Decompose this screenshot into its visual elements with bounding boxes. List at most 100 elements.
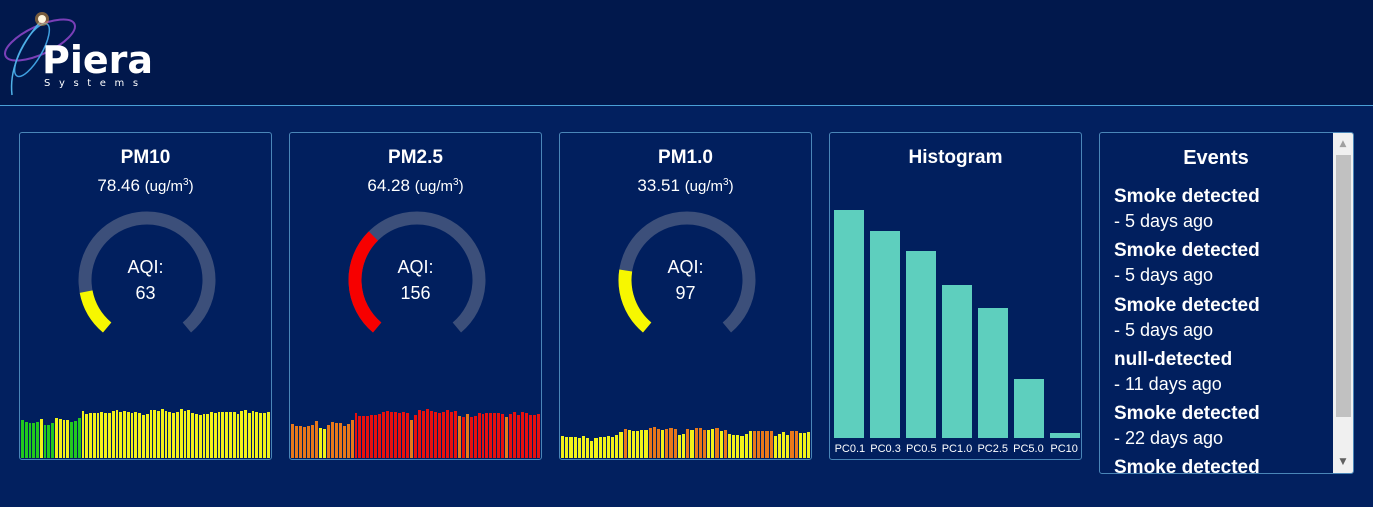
sparkline-bar: [306, 426, 310, 458]
sparkline-bar: [55, 418, 58, 458]
aqi-label: AQI:: [397, 257, 434, 277]
sparkline-bar: [445, 410, 449, 458]
sparkline-bar: [497, 413, 501, 458]
sparkline-bar: [594, 438, 598, 458]
sparkline-bar: [786, 435, 790, 458]
sparkline-bar: [228, 412, 232, 458]
sparkline-bar: [354, 413, 358, 458]
sparkline-bar: [172, 413, 176, 458]
sparkline-bar: [673, 429, 677, 458]
histogram-label: PC1.0: [941, 443, 973, 455]
sparkline-bar: [732, 435, 736, 458]
event-name: Smoke detected: [1114, 186, 1260, 207]
sparkline-bar: [437, 413, 441, 458]
aqi-gauge: [618, 211, 756, 333]
sparkline-bar: [473, 416, 477, 458]
sparkline-bar: [77, 418, 81, 458]
pm25-card: PM2.5 64.28 (ug/m3) AQI: 156: [289, 132, 542, 460]
scroll-down-arrow-icon[interactable]: ▼: [1339, 457, 1347, 467]
aqi-value: 63: [135, 283, 156, 303]
histogram-label: PC2.5: [977, 443, 1009, 455]
sparkline-bar: [418, 410, 421, 458]
sparkline-bar: [225, 412, 228, 458]
sparkline-bar: [777, 434, 782, 458]
sparkline-bar: [168, 412, 172, 458]
sparkline-bar: [81, 411, 85, 458]
sparkline-bar: [525, 413, 529, 458]
sparkline-bar: [386, 411, 390, 458]
sparkline-bar: [157, 411, 160, 458]
event-name: null-detected: [1114, 348, 1233, 370]
sparkline-bar: [266, 412, 270, 458]
sparkline-bar: [390, 412, 394, 458]
sparkline-bar: [421, 411, 425, 458]
sparkline-bar: [255, 412, 259, 458]
sparkline-bar: [677, 435, 681, 458]
sparkline-bar: [183, 411, 187, 458]
events-title: Events: [1183, 147, 1249, 169]
sparkline-bar: [465, 414, 469, 458]
sparkline-bar: [89, 413, 92, 458]
sparkline-bar: [179, 409, 183, 458]
events-scrollbar[interactable]: ▲ ▼: [1333, 133, 1353, 473]
sparkline-bar: [577, 438, 581, 458]
sparkline-bar: [807, 432, 811, 458]
sparkline-bar: [640, 430, 644, 458]
histogram-title: Histogram: [908, 147, 1003, 168]
sparkline-bar: [665, 429, 669, 458]
gauge-value-arc: [618, 269, 652, 333]
sparkline-bar: [294, 426, 298, 458]
sparkline-bar: [402, 412, 406, 458]
sparkline-bar: [529, 415, 533, 458]
sparkline-bar: [757, 431, 761, 458]
sparkline-bar: [652, 427, 656, 458]
sparkline-bar: [134, 412, 138, 458]
sparkline-bar: [51, 423, 55, 458]
event-item: null-detected - 11 days ago: [1114, 348, 1334, 402]
sparkline-bar: [798, 433, 802, 458]
aqi-label: AQI:: [667, 257, 704, 277]
sparkline-bar: [198, 415, 202, 458]
sparkline-bar: [802, 433, 807, 458]
sparkline-bar: [206, 414, 210, 458]
gauge-value-arc: [79, 290, 112, 333]
scroll-up-arrow-icon[interactable]: ▲: [1339, 139, 1347, 149]
histogram-card: Histogram PC0.1 PC0.3 PC0.5 PC1.0 PC2.5 PC5.0…: [829, 132, 1082, 460]
sparkline-bar: [160, 409, 164, 458]
scroll-thumb[interactable]: [1336, 155, 1351, 417]
sparkline-bar: [719, 431, 723, 458]
histogram-label: PC0.5: [906, 443, 937, 455]
sparkline-bar: [111, 411, 115, 458]
sparkline-bar: [619, 432, 623, 458]
sparkline-bar: [669, 428, 673, 458]
histogram-bar: [906, 251, 936, 438]
sparkline-bar: [221, 412, 225, 458]
sparkline-bar: [414, 415, 417, 458]
sparkline-bar: [66, 420, 70, 458]
gauge-track: [78, 211, 216, 333]
atom-orbit-icon: [4, 12, 76, 96]
sparkline-bar: [251, 411, 255, 458]
piera-logo: Piera Systems: [0, 0, 200, 104]
event-name: Smoke detected: [1114, 457, 1260, 474]
sparkline-bar: [318, 428, 322, 458]
sparkline-bar: [598, 437, 602, 458]
sparkline-bar: [636, 431, 640, 458]
sparkline-bar: [615, 435, 619, 458]
sparkline-bar: [736, 435, 740, 458]
sparkline-bar: [21, 420, 24, 458]
concentration-value: 64.28 (ug/m3): [367, 176, 464, 195]
sparkline-bar: [298, 426, 302, 458]
sparkline-bar: [694, 428, 698, 458]
sparkline-bar: [690, 430, 694, 458]
sparkline-bar: [790, 431, 794, 458]
sparkline-bar: [429, 411, 433, 458]
sparkline-bar: [561, 436, 565, 458]
sparkline-bar: [213, 413, 217, 458]
sparkline-bar: [433, 412, 437, 458]
sparkline-bar: [761, 431, 765, 458]
sparkline-bar: [521, 412, 525, 458]
sparkline-bar: [782, 432, 786, 458]
sparkline-bar: [752, 431, 757, 458]
sparkline-bar: [382, 412, 386, 458]
